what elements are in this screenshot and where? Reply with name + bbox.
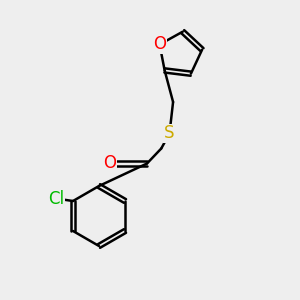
Text: O: O [103, 154, 116, 172]
Text: S: S [164, 124, 175, 142]
Text: Cl: Cl [49, 190, 64, 208]
Text: O: O [153, 35, 166, 53]
